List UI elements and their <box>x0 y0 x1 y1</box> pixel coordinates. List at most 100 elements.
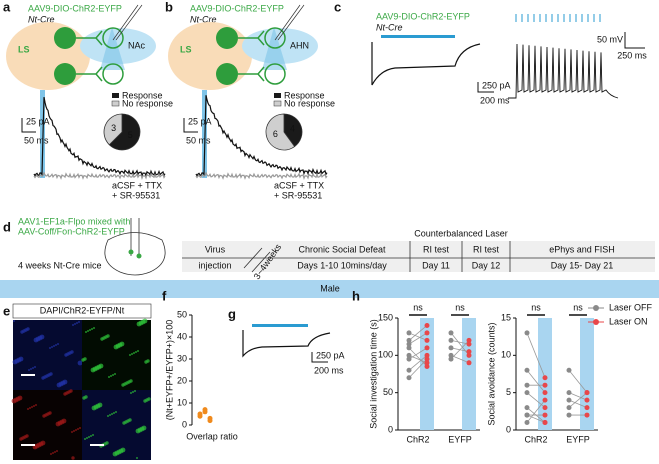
dot <box>448 345 454 351</box>
pie-label: 6 <box>273 129 278 139</box>
scale-label: 250 pA <box>482 80 511 90</box>
cell <box>63 392 67 396</box>
annotation: ns <box>413 302 423 312</box>
legend-swatch <box>112 93 119 98</box>
cell <box>32 367 34 369</box>
dot <box>542 375 548 381</box>
panel-letter: h <box>352 288 360 303</box>
dot <box>424 356 430 362</box>
pair-line <box>568 392 588 401</box>
x-tick-label: EYFP <box>566 434 590 444</box>
y-tick-label: 100 <box>378 350 393 360</box>
dot <box>406 356 412 362</box>
legend-label: No response <box>122 98 173 108</box>
laser-shade <box>538 318 552 430</box>
cell <box>91 328 93 330</box>
mice-label: 4 weeks Nt-Cre mice <box>18 260 102 270</box>
cell <box>34 366 36 368</box>
pair-line <box>408 354 428 364</box>
cell <box>11 398 17 404</box>
target-neuron <box>264 63 286 85</box>
cell <box>93 327 95 329</box>
cell <box>92 434 94 436</box>
cell <box>57 343 59 345</box>
cell <box>132 391 134 393</box>
dot <box>424 337 430 343</box>
cell <box>100 337 104 341</box>
dot <box>424 360 430 366</box>
stage-sub: Days 1-10 10mins/day <box>297 260 387 270</box>
cell <box>90 435 92 437</box>
pair-line <box>450 354 470 364</box>
y-tick-label: 0 <box>182 419 187 429</box>
pair-line <box>568 370 588 393</box>
cell <box>85 331 87 333</box>
cell <box>87 330 89 332</box>
cell <box>12 359 18 365</box>
dot <box>424 352 430 358</box>
stage-title: RI test <box>473 244 500 254</box>
y-tick-label: 10 <box>177 397 187 407</box>
legend-dot <box>593 319 599 325</box>
x-tick-label: EYFP <box>448 434 472 444</box>
pie-slice <box>108 113 141 151</box>
y-tick-label: 50 <box>383 387 393 397</box>
dot <box>542 405 548 411</box>
x-tick-label: ChR2 <box>524 434 547 444</box>
cell <box>108 376 110 378</box>
pair-line <box>450 340 470 360</box>
dot <box>542 420 548 426</box>
scale-label: 25 pA <box>188 116 212 126</box>
electrode <box>274 4 305 41</box>
pair-line <box>408 325 428 341</box>
micrograph <box>13 390 82 460</box>
electrode <box>112 4 143 41</box>
cell <box>56 450 58 452</box>
scale-label: 50 ms <box>24 135 49 145</box>
pair-line <box>408 347 428 360</box>
dot <box>542 397 548 403</box>
region-label: NAc <box>128 40 146 50</box>
dot <box>424 345 430 351</box>
condition-label: + SR-95531 <box>274 190 322 200</box>
y-tick-label: 50 <box>177 309 187 319</box>
cell <box>137 350 139 352</box>
y-tick-label: 0 <box>506 424 511 434</box>
cell <box>20 330 24 334</box>
y-tick-label: 15 <box>501 312 511 322</box>
dot <box>197 411 203 417</box>
trace <box>371 42 481 86</box>
cell <box>74 323 76 325</box>
cell <box>88 436 90 438</box>
virus-label: AAV9-DIO-ChR2-EYFP <box>28 3 122 13</box>
cell <box>30 368 32 370</box>
label-box <box>12 303 152 319</box>
cell <box>73 430 75 432</box>
panel-letter: b <box>165 0 173 14</box>
scale-label: 200 ms <box>314 365 344 375</box>
pie-slice <box>265 113 296 151</box>
annotation: ns <box>573 302 583 312</box>
cell <box>76 322 78 324</box>
region <box>168 22 252 90</box>
mouse-label: Nt-Cre <box>28 14 55 24</box>
dot <box>566 367 572 373</box>
cell <box>50 453 52 455</box>
cell <box>84 438 86 440</box>
dot <box>566 390 572 396</box>
cell <box>129 354 131 356</box>
laser-shade <box>420 318 434 430</box>
dot <box>584 397 590 403</box>
cell <box>112 451 118 457</box>
pie-label: 5 <box>128 130 133 140</box>
cell <box>81 358 85 362</box>
pair-line <box>526 332 546 378</box>
annotation: ns <box>531 302 541 312</box>
cell <box>113 344 119 350</box>
cell <box>52 452 54 454</box>
pie-slice <box>283 113 303 148</box>
cell <box>109 414 111 416</box>
cell <box>144 360 148 364</box>
cell <box>79 427 81 429</box>
dot <box>406 345 412 351</box>
